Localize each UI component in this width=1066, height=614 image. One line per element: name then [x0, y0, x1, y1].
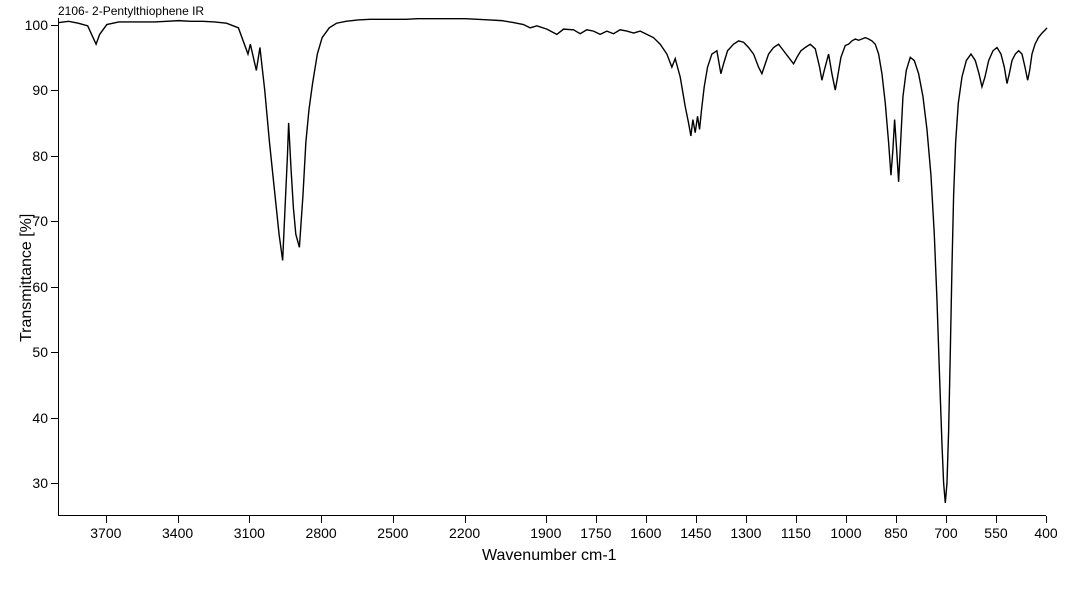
x-tick-mark [696, 516, 697, 523]
x-tick-label: 3100 [234, 525, 265, 541]
x-tick-label: 3400 [162, 525, 193, 541]
x-tick-label: 850 [884, 525, 907, 541]
y-tick-mark [51, 156, 58, 157]
x-tick-mark [393, 516, 394, 523]
x-tick-mark [596, 516, 597, 523]
x-tick-label: 1900 [530, 525, 561, 541]
x-tick-label: 1000 [830, 525, 861, 541]
x-tick-label: 550 [984, 525, 1007, 541]
x-tick-mark [465, 516, 466, 523]
y-tick-label: 40 [32, 410, 48, 426]
x-tick-label: 1150 [781, 525, 811, 541]
y-tick-label: 70 [32, 213, 48, 229]
plot-area [58, 18, 1046, 516]
x-tick-mark [546, 516, 547, 523]
y-tick-mark [51, 90, 58, 91]
y-tick-label: 60 [32, 279, 48, 295]
x-tick-mark [249, 516, 250, 523]
x-tick-label: 1750 [580, 525, 611, 541]
x-tick-mark [946, 516, 947, 523]
x-tick-mark [178, 516, 179, 523]
x-tick-label: 1300 [730, 525, 761, 541]
chart-title: 2106- 2-Pentylthiophene IR [58, 4, 204, 18]
ir-spectrum-chart: 2106- 2-Pentylthiophene IR Transmittance… [0, 0, 1066, 614]
y-tick-mark [51, 221, 58, 222]
y-tick-label: 100 [25, 17, 48, 33]
x-tick-label: 1600 [630, 525, 661, 541]
y-tick-mark [51, 483, 58, 484]
x-tick-label: 2500 [377, 525, 408, 541]
y-tick-label: 80 [32, 148, 48, 164]
y-tick-label: 90 [32, 82, 48, 98]
y-tick-mark [51, 25, 58, 26]
x-tick-mark [996, 516, 997, 523]
x-tick-mark [896, 516, 897, 523]
x-tick-mark [321, 516, 322, 523]
x-tick-label: 400 [1034, 525, 1057, 541]
x-tick-label: 2800 [306, 525, 337, 541]
y-tick-label: 30 [32, 475, 48, 491]
y-tick-mark [51, 287, 58, 288]
x-tick-label: 700 [934, 525, 957, 541]
x-tick-label: 3700 [90, 525, 121, 541]
x-tick-mark [646, 516, 647, 523]
spectrum-line [59, 18, 1047, 516]
x-axis-label: Wavenumber cm-1 [482, 547, 617, 565]
x-tick-mark [1046, 516, 1047, 523]
x-tick-mark [796, 516, 797, 523]
x-tick-mark [106, 516, 107, 523]
x-tick-label: 2200 [449, 525, 480, 541]
x-tick-mark [846, 516, 847, 523]
y-tick-label: 50 [32, 344, 48, 360]
x-tick-label: 1450 [680, 525, 711, 541]
y-tick-mark [51, 418, 58, 419]
y-tick-mark [51, 352, 58, 353]
x-tick-mark [746, 516, 747, 523]
